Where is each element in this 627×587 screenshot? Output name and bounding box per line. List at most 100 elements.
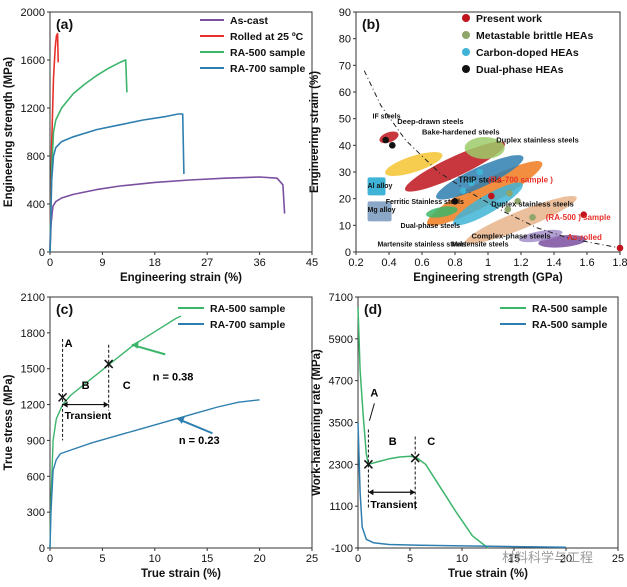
region-annotation: Martensite stainless steels [377, 242, 466, 249]
x-tick-label: 18 [149, 257, 161, 269]
region-annotation: Mg alloy [368, 207, 396, 214]
y-tick-label: 1800 [21, 328, 45, 340]
arrow-heads [368, 489, 416, 496]
y-tick-label: 80 [339, 34, 351, 46]
transient-label: Transient [65, 410, 112, 422]
region-annotation: Martensite steels [452, 242, 509, 249]
x-tick-label: 0.8 [447, 257, 462, 269]
y-tick-label: 4700 [329, 376, 353, 388]
material-region [465, 196, 577, 244]
x-axis-label: Engineering strength (GPa) [413, 272, 563, 284]
data-point [389, 142, 396, 149]
legend-label: Rolled at 25 ºC [230, 31, 304, 43]
x-tick-label: 1 [485, 257, 491, 269]
x-tick-label: 1.8 [612, 257, 627, 269]
x-tick-label: 36 [253, 257, 265, 269]
data-point [514, 198, 521, 205]
y-tick-label: 90 [339, 7, 351, 19]
material-region [426, 206, 458, 218]
stage-label: C [427, 436, 435, 448]
region-annotation: IF steels [373, 114, 401, 121]
region-annotation: Dual-phase steels [401, 223, 461, 230]
x-tick-label: 0 [47, 257, 53, 269]
data-point [476, 168, 484, 176]
x-tick-label: 0 [355, 553, 361, 565]
legend-label: Metastable brittle HEAs [476, 30, 593, 42]
y-axis-label: True stress (MPa) [3, 374, 15, 470]
y-tick-label: 300 [27, 507, 45, 519]
region-annotation: Bake-hardened steels [422, 128, 500, 137]
y-tick-label: 3500 [329, 418, 353, 430]
data-point [506, 190, 513, 197]
x-tick-label: 0.6 [414, 257, 429, 269]
transient-label: Transient [370, 499, 417, 511]
legend-label: RA-500 sample [532, 303, 607, 315]
x-tick-label: 27 [201, 257, 213, 269]
region-annotation: (RA-700 sample ) [488, 176, 553, 185]
region-annotation: As-rolled [567, 233, 602, 242]
legend-marker [462, 31, 470, 39]
y-tick-label: 1200 [21, 103, 45, 115]
transition-marker [104, 359, 114, 369]
panel-label: (b) [362, 16, 380, 32]
region-annotation: Duplex stainless steels [496, 136, 579, 145]
stage-arrow [368, 403, 375, 421]
legend-label: RA-700 sample [230, 63, 305, 75]
y-tick-label: 30 [339, 167, 351, 179]
y-tick-label: 1200 [21, 400, 45, 412]
stage-label: B [389, 436, 397, 448]
data-point [616, 244, 624, 252]
transition-marker [58, 392, 68, 402]
n-arrow-head [131, 340, 139, 349]
legend-label: RA-500 sample [210, 303, 285, 315]
legend-marker [462, 14, 470, 22]
y-tick-label: 10 [339, 220, 351, 232]
x-tick-label: 25 [306, 553, 318, 565]
x-axis-label: True strain (%) [141, 568, 221, 580]
legend-label: RA-700 sample [210, 319, 285, 331]
y-tick-label: 400 [27, 199, 45, 211]
data-point [468, 179, 475, 186]
n-arrow-head [177, 416, 185, 424]
x-tick-label: 15 [508, 553, 520, 565]
x-tick-label: 5 [407, 553, 413, 565]
x-tick-label: 0.2 [348, 257, 363, 269]
series-line [357, 422, 567, 549]
x-tick-label: 5 [99, 553, 105, 565]
y-axis-label: Engineering strain (%) [309, 71, 321, 193]
y-tick-label: 2300 [329, 459, 353, 471]
stage-label: A [65, 338, 73, 350]
series-line [49, 176, 286, 253]
panel-label: (c) [56, 301, 73, 317]
al-alloy-box [367, 177, 386, 196]
legend-label: RA-500 sample [532, 319, 607, 331]
y-tick-label: 5900 [329, 334, 353, 346]
region-annotation: Deep-drawn steels [397, 117, 463, 126]
panel-label: (a) [56, 16, 73, 32]
region-annotation: Ferritic Stainless steels [386, 199, 464, 206]
x-tick-label: 10 [149, 553, 161, 565]
stage-label: C [123, 380, 131, 392]
stage-label: A [370, 387, 378, 399]
x-tick-label: 20 [560, 553, 572, 565]
y-tick-label: 7100 [329, 292, 353, 304]
series-line [49, 113, 185, 253]
x-tick-label: 25 [612, 553, 624, 565]
y-tick-label: 0 [345, 247, 351, 259]
x-tick-label: 0.4 [381, 257, 396, 269]
plot-frame [49, 11, 313, 253]
y-tick-label: 800 [27, 151, 45, 163]
transition-marker [363, 459, 373, 469]
y-tick-label: 600 [27, 471, 45, 483]
x-tick-label: 10 [456, 553, 468, 565]
region-annotation: Duplex stainless steels [491, 200, 574, 209]
series-line [49, 59, 128, 253]
material-region [453, 182, 523, 226]
x-tick-label: 1.4 [546, 257, 561, 269]
x-tick-label: 9 [99, 257, 105, 269]
n-arrow [177, 417, 213, 435]
y-axis-label: Engineering strength (MPa) [3, 57, 15, 207]
y-tick-label: 60 [339, 87, 351, 99]
region-annotation: (RA-500 ) sample [546, 213, 611, 222]
